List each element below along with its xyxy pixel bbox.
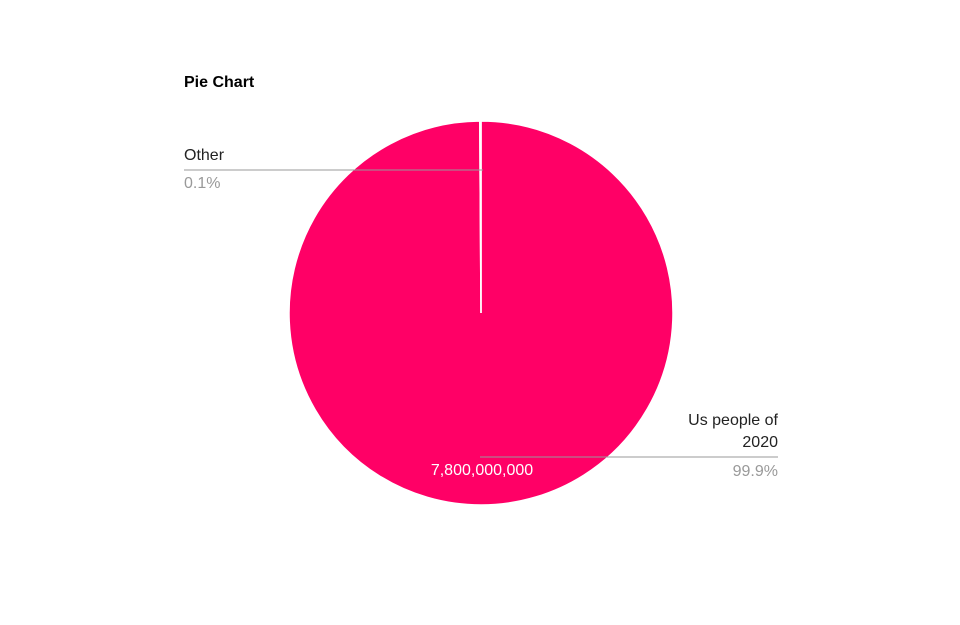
- chart-title: Pie Chart: [184, 74, 255, 91]
- legend-label: Us people of 2020: [688, 412, 778, 451]
- slice-annotation: 7,800,000,000: [431, 462, 533, 479]
- value-label: 99.9%: [732, 463, 778, 480]
- pie-slice: [479, 120, 482, 314]
- legend-label: Other: [184, 147, 225, 164]
- value-label: 0.1%: [184, 175, 221, 192]
